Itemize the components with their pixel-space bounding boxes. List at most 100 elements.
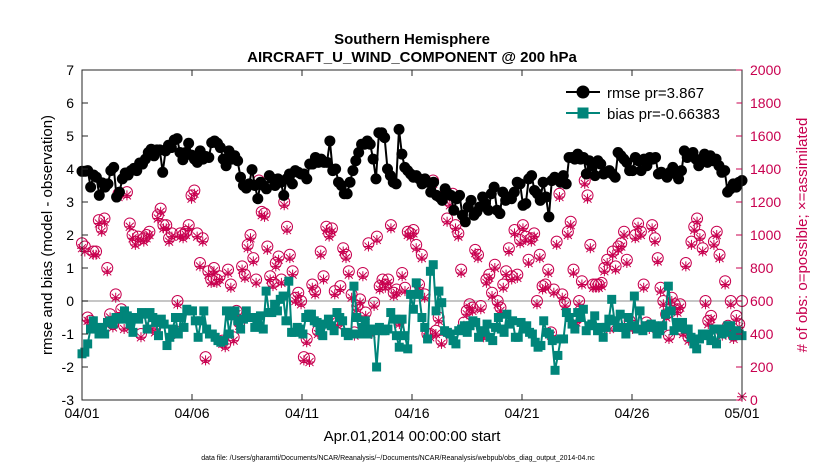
obs-assimilated-point: [256, 210, 267, 221]
rmse-point: [246, 164, 258, 176]
bias-point: [323, 314, 333, 324]
bias-point: [258, 324, 268, 334]
bias-point: [261, 286, 271, 296]
obs-assimilated-point: [200, 355, 211, 366]
obs-assimilated-point: [478, 332, 489, 343]
rmse-point: [252, 193, 264, 205]
obs-assimilated-point: [408, 228, 419, 239]
bias-point: [451, 339, 461, 349]
bias-point: [355, 329, 365, 339]
rmse-point: [102, 178, 114, 190]
rmse-point: [367, 153, 379, 165]
bias-point: [278, 291, 288, 301]
rmse-point: [560, 178, 572, 190]
bias-point: [352, 313, 362, 322]
bias-point: [414, 289, 424, 299]
bias-point: [369, 326, 379, 336]
obs-assimilated-point: [692, 216, 703, 227]
obs-assimilated-point: [318, 274, 329, 285]
rmse-point: [488, 181, 500, 193]
rmse-point: [113, 186, 125, 198]
bias-point: [400, 331, 410, 341]
obs-assimilated-point: [529, 231, 540, 242]
bias-point: [187, 306, 197, 316]
obs-assimilated-point: [133, 234, 144, 245]
bias-point: [236, 324, 246, 334]
obs-assimilated-point: [189, 188, 200, 199]
bias-point: [170, 313, 180, 322]
bias-point: [338, 316, 348, 326]
bias-point: [465, 321, 475, 331]
bias-point: [570, 324, 580, 334]
rmse-point: [675, 165, 687, 177]
obs-assimilated-point: [152, 213, 163, 224]
obs-assimilated-point: [450, 223, 461, 234]
bias-point: [233, 316, 243, 326]
bias-point: [349, 281, 359, 291]
obs-assimilated-point: [298, 355, 309, 366]
obs-assimilated-point: [635, 230, 646, 240]
rmse-point: [235, 171, 247, 183]
obs-assimilated-point: [296, 299, 307, 310]
rmse-point: [459, 216, 471, 228]
obs-assimilated-point: [310, 289, 321, 300]
obs-assimilated-point: [82, 315, 93, 326]
rmse-point: [448, 204, 460, 216]
bias-point: [241, 306, 251, 316]
obs-assimilated-point: [206, 277, 217, 288]
obs-assimilated-point: [453, 231, 464, 242]
bias-point: [227, 311, 237, 321]
obs-assimilated-point: [647, 223, 658, 234]
bias-point: [403, 344, 413, 354]
y-left-tick-label: 0: [66, 293, 74, 309]
bias-point: [360, 316, 370, 326]
bias-point: [720, 327, 730, 337]
obs-assimilated-point: [394, 319, 405, 330]
rmse-point: [344, 176, 356, 188]
bias-point: [601, 322, 611, 332]
obs-assimilated-point: [585, 243, 596, 254]
obs-assimilated-point: [652, 256, 663, 267]
bias-point: [196, 316, 206, 326]
legend-rmse-marker: [576, 85, 590, 99]
obs-assimilated-point: [273, 254, 284, 265]
obs-assimilated-point: [442, 216, 453, 227]
bias-point: [247, 313, 257, 322]
rmse-point: [520, 198, 532, 210]
x-tick-label: 04/11: [285, 405, 319, 421]
obs-assimilated-point: [689, 225, 700, 236]
obs-assimilated-point: [343, 269, 354, 280]
obs-assimilated-point: [287, 269, 298, 280]
obs-assimilated-point: [194, 261, 205, 272]
bias-point: [329, 326, 339, 336]
y-right-tick-label: 1600: [750, 128, 781, 144]
bias-point: [482, 319, 492, 329]
obs-assimilated-point: [551, 239, 562, 250]
bias-point: [91, 324, 101, 334]
rmse-point: [650, 151, 662, 163]
rmse-point: [321, 156, 333, 168]
y-right-tick-label: 200: [750, 359, 774, 375]
obs-assimilated-point: [371, 234, 382, 245]
obs-assimilated-point: [265, 274, 276, 285]
bias-point: [692, 344, 702, 354]
bias-point: [714, 324, 724, 334]
obs-assimilated-point: [242, 243, 253, 254]
obs-assimilated-point: [363, 241, 374, 252]
obs-assimilated-point: [279, 200, 290, 211]
obs-assimilated-point: [391, 287, 402, 298]
obs-assimilated-point: [172, 299, 183, 310]
bias-point: [502, 309, 512, 319]
bias-point: [281, 316, 291, 326]
rmse-point: [428, 176, 440, 188]
bias-point: [627, 321, 637, 331]
obs-assimilated-point: [720, 279, 731, 290]
ticks-layer: 04/01 04/06 04/11 04/16 04/21 04/26 05/01 -3 -2 -…: [62, 62, 782, 421]
y-right-tick-label: 800: [750, 260, 774, 276]
obs-assimilated-point: [540, 282, 551, 293]
bias-point: [190, 316, 200, 326]
bias-point: [267, 308, 277, 318]
obs-assimilated-point: [666, 296, 677, 306]
bias-point: [139, 309, 149, 319]
